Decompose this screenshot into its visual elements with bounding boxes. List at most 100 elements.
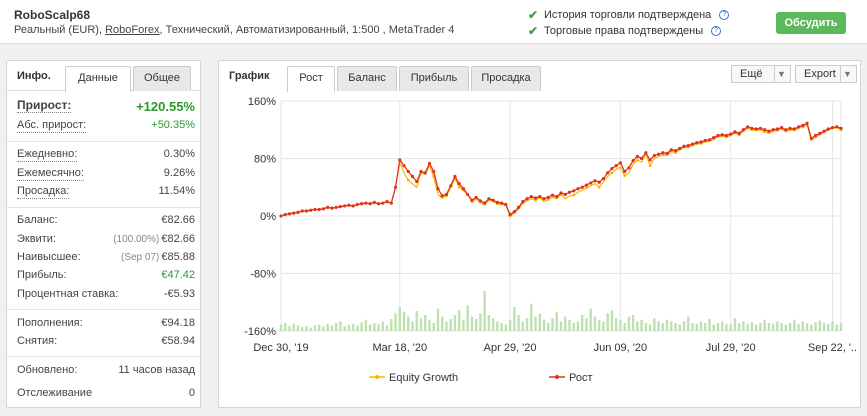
- data-point: [533, 196, 538, 200]
- data-point: [500, 201, 504, 205]
- y-tick-label: -80%: [250, 269, 276, 281]
- volume-bar: [305, 326, 308, 331]
- export-dropdown[interactable]: Export ▼: [795, 65, 857, 83]
- volume-bar: [424, 315, 427, 331]
- volume-bar: [296, 325, 300, 331]
- daily-value: 0.30%: [163, 148, 195, 160]
- withdrawals-label: Снятия:: [17, 335, 58, 347]
- volume-bar: [317, 324, 321, 331]
- volume-bar: [606, 313, 609, 331]
- volume-bar: [555, 311, 558, 331]
- discuss-button[interactable]: Обсудить: [776, 12, 846, 34]
- equity-percent: (100.00%): [113, 234, 160, 245]
- data-point: [729, 132, 733, 136]
- data-point: [724, 133, 729, 138]
- volume-bar: [407, 316, 410, 331]
- tab-general[interactable]: Общее: [133, 66, 191, 91]
- data-point: [546, 195, 550, 199]
- equity-value: €82.66: [161, 233, 195, 245]
- daily-row: Ежедневно: 0.30%: [17, 148, 195, 164]
- account-meta-prefix: Реальный (EUR),: [14, 24, 106, 36]
- help-icon[interactable]: ?: [719, 10, 730, 20]
- data-point: [529, 194, 533, 199]
- more-dropdown[interactable]: Ещё ▼: [731, 65, 791, 83]
- data-point: [601, 177, 606, 181]
- data-point: [457, 182, 461, 186]
- data-point: [818, 131, 822, 135]
- data-point: [771, 128, 775, 132]
- data-point: [585, 186, 588, 190]
- broker-link[interactable]: RoboForex: [105, 24, 160, 36]
- volume-bar: [441, 316, 444, 331]
- data-point: [326, 205, 330, 209]
- volume-bar: [326, 323, 329, 331]
- y-tick-label: 80%: [254, 154, 276, 166]
- data-point: [788, 126, 792, 130]
- data-point: [279, 214, 283, 218]
- volume-bar: [597, 319, 601, 331]
- legend-label: Equity Growth: [389, 372, 458, 384]
- data-point: [487, 197, 491, 201]
- data-point: [427, 161, 432, 166]
- data-point: [466, 192, 470, 197]
- divider: [7, 356, 200, 357]
- tab-growth[interactable]: Рост: [287, 66, 335, 92]
- data-point: [334, 205, 338, 209]
- tab-profit[interactable]: Прибыль: [399, 66, 469, 91]
- more-dropdown-label: Ещё: [740, 68, 763, 80]
- help-icon[interactable]: ?: [711, 26, 722, 36]
- monthly-value: 9.26%: [163, 167, 195, 179]
- tab-data[interactable]: Данные: [65, 66, 131, 92]
- volume-bar: [538, 313, 541, 331]
- volume-bar: [513, 307, 516, 331]
- data-point: [470, 198, 474, 202]
- volume-bar: [559, 321, 563, 331]
- data-point: [822, 129, 826, 133]
- volume-bar: [419, 318, 423, 331]
- data-point: [584, 183, 589, 187]
- volume-bar: [687, 316, 690, 331]
- tab-balance[interactable]: Баланс: [337, 66, 397, 91]
- data-point: [737, 131, 741, 135]
- volume-bar: [725, 323, 728, 331]
- tab-drawdown[interactable]: Просадка: [471, 66, 541, 91]
- data-point: [559, 191, 563, 195]
- info-tabs: Инфо. Данные Общее: [7, 61, 200, 92]
- data-point: [741, 128, 746, 132]
- data-point: [415, 179, 419, 184]
- data-point: [775, 127, 779, 131]
- data-point: [364, 201, 368, 205]
- data-point: [652, 154, 656, 158]
- data-point: [406, 178, 410, 182]
- volume-bar: [394, 313, 397, 331]
- drawdown-label: Просадка:: [17, 185, 70, 199]
- volume-bar: [453, 315, 457, 331]
- data-point: [402, 164, 406, 168]
- data-point: [673, 148, 678, 153]
- volume-bar: [754, 324, 758, 331]
- data-point: [614, 164, 618, 168]
- data-point: [432, 169, 436, 174]
- data-point: [809, 136, 813, 140]
- data-point: [516, 205, 521, 209]
- volume-bar: [648, 324, 652, 331]
- data-point: [644, 151, 648, 155]
- volume-bar: [279, 324, 283, 331]
- data-point: [589, 181, 593, 185]
- divider: [7, 207, 200, 208]
- tracking-label: Отслеживание: [17, 387, 93, 399]
- data-point: [648, 164, 652, 168]
- monthly-row: Ежемесячно: 9.26%: [17, 167, 195, 183]
- highest-label: Наивысшее:: [17, 251, 81, 263]
- data-point: [767, 129, 771, 133]
- x-tick-label: Jun 09, '20: [594, 342, 647, 354]
- balance-value: €82.66: [161, 214, 195, 226]
- abs-growth-row: Абс. прирост: +50.35%: [17, 119, 195, 135]
- volume-bar: [716, 323, 720, 331]
- volume-bar: [670, 321, 673, 331]
- profit-label: Прибыль:: [17, 269, 67, 281]
- data-point: [491, 198, 495, 202]
- volume-bar: [619, 319, 622, 331]
- data-point: [576, 187, 580, 191]
- volume-bar: [699, 321, 703, 331]
